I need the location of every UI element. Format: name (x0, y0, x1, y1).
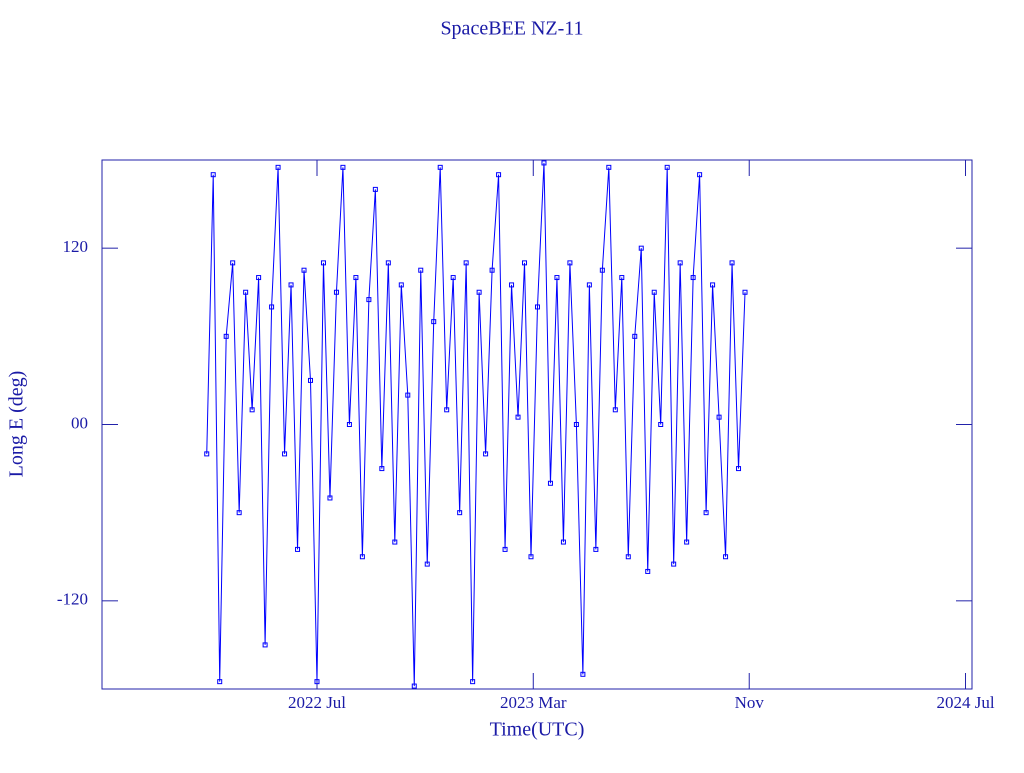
data-point (619, 275, 625, 281)
data-point (431, 319, 437, 325)
data-point (450, 275, 456, 281)
data-point (684, 539, 690, 545)
data-point (366, 297, 372, 303)
data-point (340, 164, 346, 170)
data-point (444, 407, 450, 413)
data-point (612, 407, 618, 413)
x-tick-label: 2022 Jul (288, 693, 346, 712)
data-point (599, 267, 605, 273)
data-point (476, 289, 482, 295)
data-point (463, 260, 469, 266)
data-point (638, 245, 644, 251)
data-point (359, 554, 365, 560)
data-point (437, 164, 443, 170)
y-axis-label: Long E (deg) (6, 371, 28, 478)
data-point (560, 539, 566, 545)
data-point (716, 414, 722, 420)
data-point (256, 275, 262, 281)
data-point (333, 289, 339, 295)
data-point (671, 561, 677, 567)
data-point (275, 164, 281, 170)
plot-frame (101, 159, 973, 690)
data-point (547, 480, 553, 486)
data-point (243, 289, 249, 295)
data-point (489, 267, 495, 273)
data-point (736, 466, 742, 472)
data-point (385, 260, 391, 266)
data-point (625, 554, 631, 560)
data-point (424, 561, 430, 567)
data-point (632, 333, 638, 339)
data-point (697, 172, 703, 178)
data-point (703, 510, 709, 516)
data-point (223, 333, 229, 339)
data-point (515, 414, 521, 420)
data-point (729, 260, 735, 266)
data-point (314, 679, 320, 685)
x-axis-label: Time(UTC) (490, 719, 585, 741)
y-tick-label: 00 (71, 413, 88, 432)
data-point (606, 164, 612, 170)
data-point (742, 289, 748, 295)
data-point (651, 289, 657, 295)
data-point (288, 282, 294, 288)
data-point (496, 172, 502, 178)
data-point (249, 407, 255, 413)
data-point (586, 282, 592, 288)
data-point (346, 422, 352, 427)
data-point (541, 160, 547, 166)
data-point (658, 422, 664, 427)
data-point (593, 546, 599, 552)
data-point (204, 451, 210, 457)
data-point (353, 275, 359, 281)
data-point (457, 510, 463, 516)
data-point (398, 282, 404, 288)
data-point (411, 683, 417, 689)
data-point (372, 186, 378, 192)
data-line (206, 162, 746, 687)
data-point (522, 260, 528, 266)
chart-title: SpaceBEE NZ-11 (440, 18, 583, 40)
data-point (217, 679, 223, 685)
data-point (567, 260, 573, 266)
y-tick-label: -120 (57, 590, 88, 609)
data-point (392, 539, 398, 545)
data-point (509, 282, 515, 288)
data-point (379, 466, 385, 472)
data-point (327, 495, 333, 501)
data-point (470, 679, 476, 685)
data-point (554, 275, 560, 281)
data-point (483, 451, 489, 457)
data-point (580, 671, 586, 677)
data-point (502, 546, 508, 552)
y-tick-label: 120 (63, 237, 89, 256)
data-point (690, 275, 696, 281)
data-point (320, 260, 326, 266)
data-point (301, 267, 307, 273)
data-point (262, 642, 268, 648)
x-tick-label: Nov (735, 693, 765, 712)
data-point (573, 422, 579, 427)
data-point (295, 546, 301, 552)
data-point (269, 304, 275, 310)
data-point (677, 260, 683, 266)
data-point (282, 451, 288, 457)
data-point (230, 260, 236, 266)
data-point (210, 172, 216, 178)
data-point (528, 554, 534, 560)
x-tick-label: 2024 Jul (936, 693, 994, 712)
data-point (534, 304, 540, 310)
data-point (236, 510, 242, 516)
data-point (405, 392, 411, 398)
data-point (645, 568, 651, 574)
data-point (308, 377, 314, 383)
data-point (723, 554, 729, 560)
data-point (710, 282, 716, 288)
data-point (418, 267, 424, 273)
x-tick-label: 2023 Mar (500, 693, 567, 712)
data-point (664, 164, 670, 170)
